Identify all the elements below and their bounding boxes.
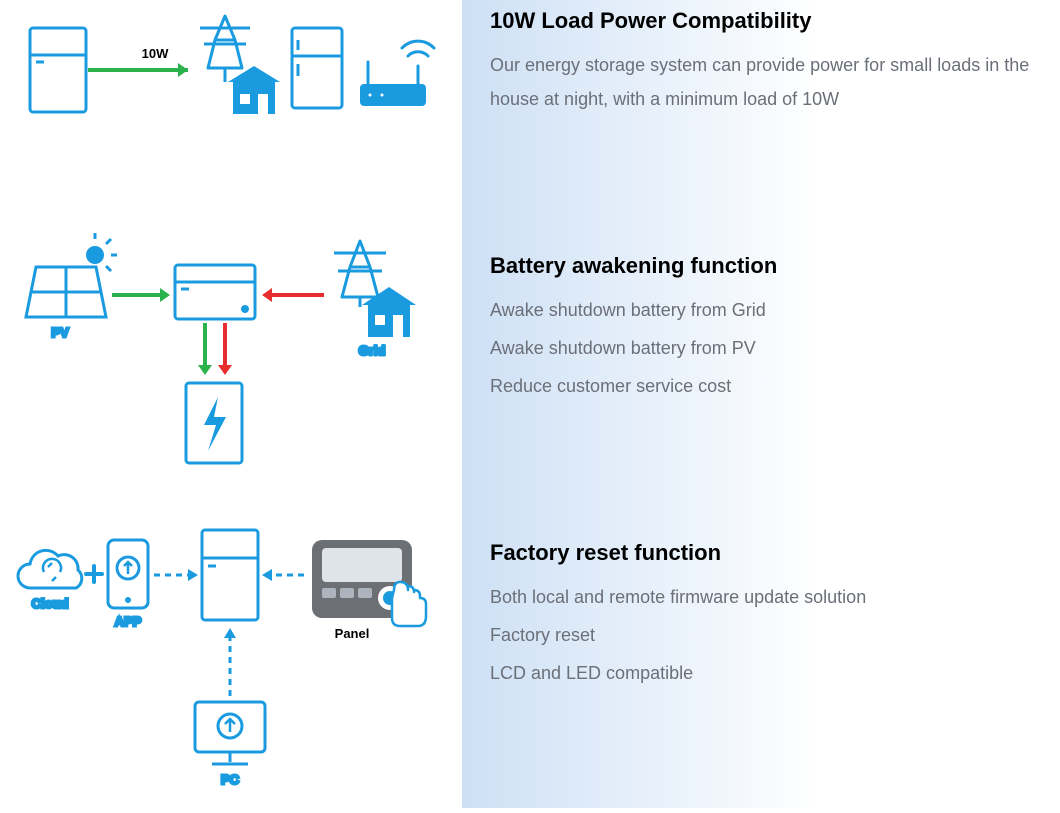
grid-tower-house-icon: Grid	[334, 241, 416, 358]
pv-panel-icon: PV	[26, 233, 117, 340]
section-desc: Our energy storage system can provide po…	[490, 48, 1040, 116]
fridge-load-icon	[292, 28, 342, 108]
arrow-grid-to-inverter	[262, 288, 324, 302]
cloud-label: Cloud	[32, 596, 69, 611]
grid-label: Grid	[359, 343, 386, 358]
diagram-factory-reset: Cloud APP	[0, 510, 462, 808]
arrow-pc-to-storage	[224, 628, 236, 696]
diagram-load-compat: 10W	[0, 0, 462, 205]
pc-label: PC	[221, 772, 240, 787]
storage-unit-icon	[202, 530, 258, 620]
panel-label: Panel	[335, 626, 370, 641]
arrow-panel-to-storage	[262, 569, 304, 581]
arrow-storage-to-grid: 10W	[88, 46, 188, 77]
diagram-battery-awakening: PV	[0, 205, 462, 510]
inverter-icon	[175, 265, 255, 319]
storage-unit-icon	[30, 28, 86, 112]
section-title: 10W Load Power Compatibility	[490, 8, 1040, 34]
arrow-pv-to-inverter	[112, 288, 170, 302]
pv-label: PV	[51, 325, 69, 340]
plus-icon	[86, 566, 102, 582]
router-load-icon	[360, 41, 434, 106]
pc-monitor-icon: PC	[195, 702, 265, 787]
section-title: Factory reset function	[490, 540, 1040, 566]
app-phone-icon: APP	[108, 540, 148, 629]
arrow-app-to-storage	[154, 569, 198, 581]
arrow-label-10w: 10W	[142, 46, 169, 61]
cloud-icon: Cloud	[18, 550, 82, 611]
section-desc: Awake shutdown battery from Grid Awake s…	[490, 293, 1040, 404]
arrow-inverter-to-battery-green	[198, 323, 212, 375]
section-desc: Both local and remote firmware update so…	[490, 580, 1040, 691]
app-label: APP	[115, 614, 142, 629]
battery-icon	[186, 383, 242, 463]
section-title: Battery awakening function	[490, 253, 1040, 279]
arrow-inverter-to-battery-red	[218, 323, 232, 375]
control-panel-icon: Panel	[312, 540, 426, 641]
grid-tower-house-icon	[200, 16, 280, 114]
